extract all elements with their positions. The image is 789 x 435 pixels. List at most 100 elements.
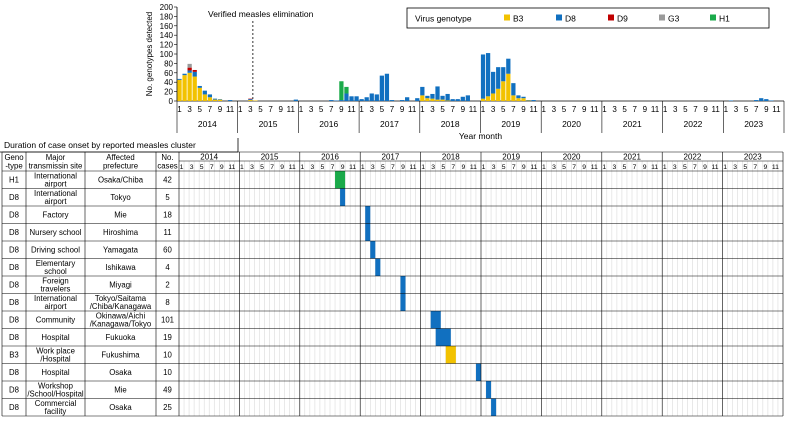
legend-swatch-b3 xyxy=(504,14,510,21)
bar-b3 xyxy=(182,75,187,101)
cell-site: International airport xyxy=(34,189,77,206)
year-label: 2017 xyxy=(380,119,399,129)
table-month-label: 1 xyxy=(300,164,304,171)
duration-bar xyxy=(365,223,371,241)
table-year-label: 2020 xyxy=(563,153,581,162)
y-tick-label: 140 xyxy=(160,31,174,40)
bar-d8 xyxy=(516,95,521,99)
cell-site: Driving school xyxy=(31,245,80,254)
table-month-label: 11 xyxy=(470,164,477,171)
legend-label-h1: H1 xyxy=(719,14,730,24)
y-tick-label: 160 xyxy=(160,22,174,31)
table-month-label: 3 xyxy=(673,164,677,171)
table-month-label: 5 xyxy=(200,164,204,171)
table-month-label: 3 xyxy=(431,164,435,171)
table-month-label: 11 xyxy=(289,164,296,171)
table-month-label: 5 xyxy=(381,164,385,171)
table-year-label: 2023 xyxy=(744,153,762,162)
table-month-label: 1 xyxy=(602,164,606,171)
table-month-label: 11 xyxy=(410,164,417,171)
month-tick-label: 1 xyxy=(663,105,668,114)
month-tick-label: 7 xyxy=(633,105,638,114)
month-tick-label: 1 xyxy=(359,105,364,114)
table-month-label: 11 xyxy=(712,164,719,171)
table-month-label: 3 xyxy=(371,164,375,171)
x-axis-label: Year month xyxy=(459,131,502,141)
duration-bar xyxy=(335,171,346,189)
month-tick-label: 9 xyxy=(339,105,344,114)
bar-b3 xyxy=(506,73,511,101)
duration-bar xyxy=(340,188,346,206)
month-tick-label: 1 xyxy=(299,105,304,114)
table-month-label: 1 xyxy=(542,164,546,171)
month-tick-label: 11 xyxy=(287,105,296,114)
table-month-label: 3 xyxy=(612,164,616,171)
bar-b3 xyxy=(435,99,440,101)
column-header: Major transmissin site xyxy=(29,153,83,170)
bar-d8 xyxy=(506,58,511,74)
month-tick-label: 11 xyxy=(408,105,417,114)
month-tick-label: 1 xyxy=(177,105,182,114)
bar-d8 xyxy=(248,99,253,101)
y-tick-label: 80 xyxy=(164,59,173,68)
cell-site: Nursery school xyxy=(30,228,82,237)
table-month-label: 11 xyxy=(530,164,537,171)
legend-swatch-d8 xyxy=(556,14,562,21)
y-tick-label: 180 xyxy=(160,12,174,21)
month-tick-label: 5 xyxy=(683,105,688,114)
table-month-label: 7 xyxy=(633,164,637,171)
bar-b3 xyxy=(521,98,526,101)
table-month-label: 9 xyxy=(280,164,284,171)
cell-cases: 2 xyxy=(165,280,169,289)
month-tick-label: 7 xyxy=(693,105,698,114)
bar-d8 xyxy=(480,54,486,99)
bar-d8 xyxy=(460,96,465,101)
cell-site: International airport xyxy=(34,171,77,188)
bar-d8 xyxy=(202,90,207,95)
cell-site: Foreign travelers xyxy=(41,276,71,293)
bar-b3 xyxy=(501,81,506,101)
cell-site: Work place/Hospital xyxy=(36,346,75,363)
bar-d8 xyxy=(754,100,759,101)
bar-d8 xyxy=(445,93,450,101)
table-month-label: 7 xyxy=(572,164,576,171)
month-tick-label: 5 xyxy=(562,105,567,114)
month-tick-label: 5 xyxy=(622,105,627,114)
table-year-label: 2018 xyxy=(442,153,460,162)
bar-d9 xyxy=(187,67,192,71)
bar-d8 xyxy=(369,93,374,101)
table-month-label: 9 xyxy=(522,164,526,171)
table-month-label: 3 xyxy=(552,164,556,171)
cell-prefecture: Ishikawa xyxy=(105,263,136,272)
bar-d8 xyxy=(227,100,233,101)
month-tick-label: 3 xyxy=(734,105,739,114)
table-year-label: 2015 xyxy=(261,153,279,162)
year-label: 2018 xyxy=(441,119,460,129)
cell-site: Factory xyxy=(43,210,69,219)
bar-d9 xyxy=(192,69,197,72)
bar-b3 xyxy=(526,100,531,102)
annotation-label: Verified measles elimination xyxy=(208,9,314,19)
bar-d9 xyxy=(248,98,253,100)
cell-site: Elementary school xyxy=(36,259,76,276)
bar-d8 xyxy=(217,99,223,100)
table-month-label: 1 xyxy=(663,164,667,171)
bar-d8 xyxy=(207,94,213,98)
legend-swatch-d9 xyxy=(608,14,614,21)
bar-d8 xyxy=(389,100,395,101)
year-label: 2020 xyxy=(562,119,581,129)
table-month-label: 7 xyxy=(331,164,335,171)
month-tick-label: 11 xyxy=(226,105,235,114)
month-tick-label: 3 xyxy=(491,105,496,114)
cell-prefecture: Mie xyxy=(114,210,127,219)
table-month-label: 1 xyxy=(421,164,425,171)
bar-d8 xyxy=(450,99,455,101)
bar-d8 xyxy=(485,53,491,97)
table-year-label: 2014 xyxy=(200,153,218,162)
month-tick-label: 1 xyxy=(481,105,486,114)
cell-genotype: D8 xyxy=(9,228,19,237)
table-month-label: 9 xyxy=(763,164,767,171)
month-tick-label: 5 xyxy=(744,105,749,114)
legend-title: Virus genotype xyxy=(415,14,472,24)
y-tick-label: 40 xyxy=(164,78,173,87)
